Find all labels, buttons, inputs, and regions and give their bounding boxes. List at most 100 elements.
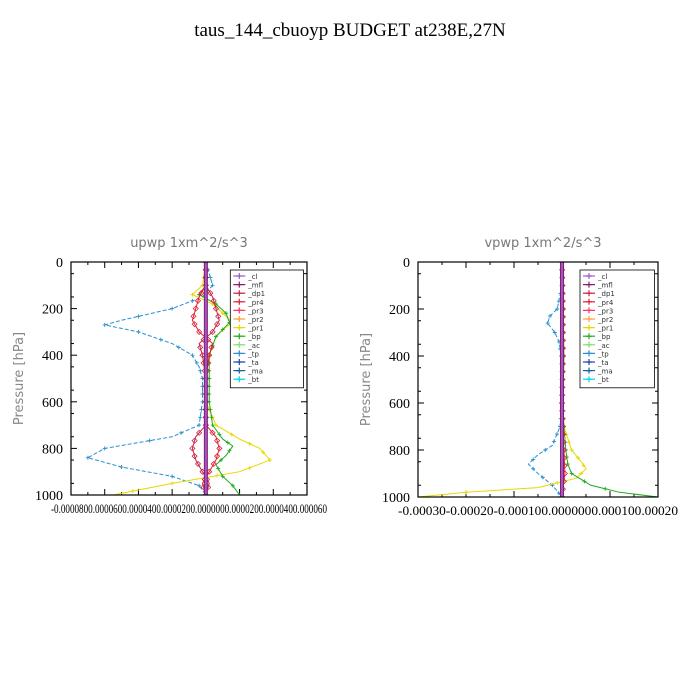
point-marker <box>208 344 215 351</box>
y-tick-label: 800 <box>389 444 410 459</box>
legend-label: _bp <box>597 333 611 341</box>
legend-label: _ac <box>597 342 610 350</box>
panel-1: upwp 1xm^2/s^3 Pressure [hPa] 0 200 400 600 80… <box>12 236 327 516</box>
point-marker <box>220 327 225 332</box>
point-marker <box>581 463 586 468</box>
point-marker <box>214 321 221 328</box>
y-tick-label: 800 <box>42 442 63 457</box>
legend-label: _bt <box>597 376 609 384</box>
y-axis-label: Pressure [hPa] <box>12 332 27 425</box>
legend-label: _ta <box>247 359 259 367</box>
legend-marker <box>586 341 592 348</box>
point-marker <box>569 471 574 476</box>
point-marker <box>190 353 195 358</box>
legend-label: _bp <box>247 333 261 341</box>
y-tick-label: 400 <box>389 350 410 365</box>
point-marker <box>216 445 223 452</box>
point-marker <box>237 493 242 495</box>
panel-2: vpwp 1xm^2/s^3 Pressure [hPa] 0 200 400 600 80… <box>359 236 678 518</box>
y-axis-label: Pressure [hPa] <box>359 333 374 426</box>
legend-marker <box>586 281 592 288</box>
point-marker <box>194 360 199 365</box>
legend-marker <box>236 273 243 279</box>
point-marker <box>555 307 560 311</box>
series-line-tp <box>86 262 214 495</box>
point-marker <box>190 313 197 320</box>
legend-marker <box>236 298 243 305</box>
figure-title: taus_144_cbuoyp BUDGET at238E,27N <box>194 20 506 41</box>
legend-marker <box>586 350 592 357</box>
point-marker <box>176 345 181 350</box>
point-marker <box>136 314 141 319</box>
point-marker <box>206 352 213 359</box>
point-marker <box>206 468 213 475</box>
point-marker <box>545 321 550 326</box>
legend-marker <box>586 333 592 340</box>
point-marker <box>170 474 175 479</box>
point-marker <box>555 432 560 437</box>
point-marker <box>209 429 216 436</box>
point-marker <box>213 334 218 339</box>
legend-label: _tp <box>247 350 259 358</box>
point-marker <box>190 298 195 303</box>
point-marker <box>224 311 229 316</box>
x-tick-labels: -0.0000800.0000600.0000400.0000200.00000… <box>51 501 327 516</box>
y-tick-label: 1000 <box>382 491 410 506</box>
point-marker <box>227 448 232 453</box>
point-marker <box>191 453 198 460</box>
legend-box <box>229 269 304 389</box>
legend-marker <box>586 376 592 383</box>
panel-title: upwp 1xm^2/s^3 <box>130 236 248 251</box>
legend-label: _pr3 <box>247 307 263 315</box>
y-tick-label: 1000 <box>35 489 63 504</box>
point-marker <box>207 290 214 297</box>
plot-frame <box>70 261 308 496</box>
point-marker <box>147 438 152 443</box>
point-marker <box>119 465 124 470</box>
point-marker <box>214 437 221 444</box>
point-marker <box>192 305 199 312</box>
point-marker <box>219 458 224 463</box>
point-marker <box>209 415 214 420</box>
point-marker <box>130 489 135 494</box>
legend-marker <box>586 273 592 279</box>
point-marker <box>208 275 213 280</box>
point-marker <box>247 441 252 446</box>
series-group <box>418 262 658 497</box>
legend-marker <box>236 333 243 340</box>
point-marker <box>217 432 222 437</box>
point-marker <box>543 448 548 452</box>
y-tick-label: 0 <box>56 256 63 271</box>
point-marker <box>561 470 568 477</box>
legend-marker <box>586 359 592 365</box>
point-marker <box>551 439 556 444</box>
point-marker <box>102 446 107 451</box>
legend-marker <box>236 376 243 383</box>
legend-label: _pr4 <box>597 299 614 307</box>
point-marker <box>210 460 217 467</box>
point-marker <box>220 311 225 316</box>
legend-label: _cl <box>597 273 607 281</box>
point-marker <box>197 423 202 428</box>
point-marker <box>576 455 580 460</box>
point-marker <box>540 475 545 480</box>
point-marker <box>567 440 572 445</box>
legend-label: _ac <box>247 342 260 350</box>
point-marker <box>552 330 557 335</box>
series-line-tp <box>527 262 563 497</box>
point-marker <box>196 328 203 335</box>
point-marker <box>199 407 204 412</box>
point-marker <box>210 297 217 304</box>
legend-marker <box>236 281 243 288</box>
x-tick-labels: -0.00030-0.00020-0.000100.0000000.000100… <box>398 503 678 518</box>
legend-marker <box>586 298 592 305</box>
legend-marker <box>236 316 243 322</box>
point-marker <box>210 423 215 428</box>
legend-marker <box>586 307 592 314</box>
point-marker <box>198 368 203 373</box>
point-marker <box>158 337 163 342</box>
point-marker <box>209 328 216 335</box>
legend-label: _ma <box>247 368 263 376</box>
point-marker <box>225 440 230 445</box>
point-marker <box>230 483 235 488</box>
